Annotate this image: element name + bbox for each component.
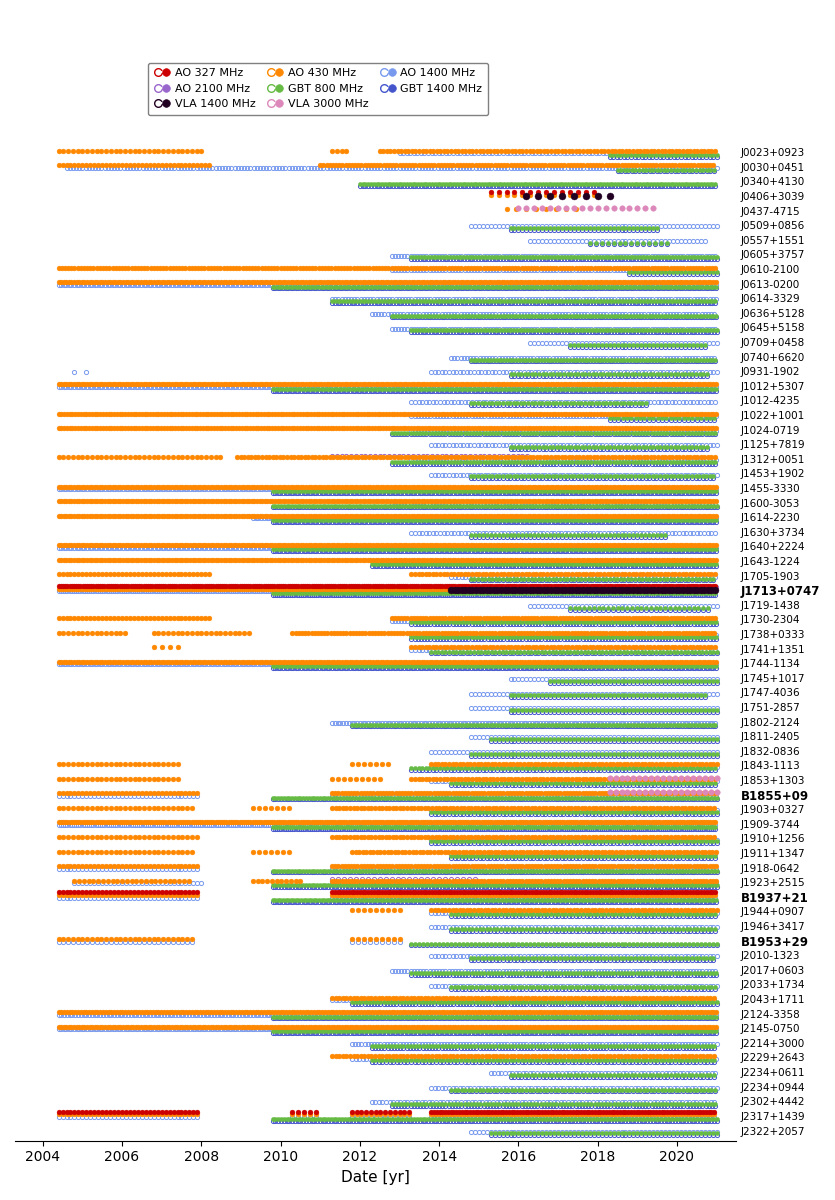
Legend: AO 327 MHz, AO 2100 MHz, VLA 1400 MHz, AO 430 MHz, GBT 800 MHz, VLA 3000 MHz, AO: AO 327 MHz, AO 2100 MHz, VLA 1400 MHz, A… [148,62,488,115]
X-axis label: Date [yr]: Date [yr] [342,1170,410,1186]
